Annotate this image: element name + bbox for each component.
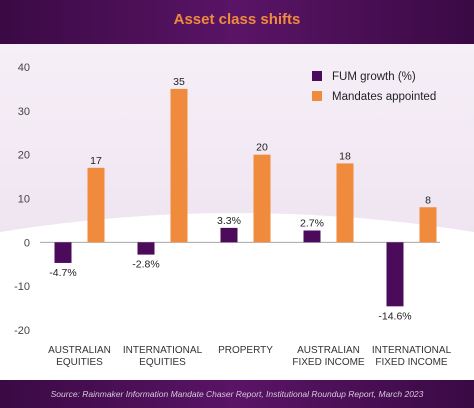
legend-entry: FUM growth (%) (332, 71, 416, 83)
x-category-label: FIXED INCOME (292, 357, 365, 368)
x-category-label: EQUITIES (56, 357, 103, 368)
source-note: Source: Rainmaker Information Mandate Ch… (50, 389, 424, 399)
mandates-bar (336, 163, 354, 243)
data-label: -4.7% (49, 267, 76, 279)
y-tick-label: 20 (18, 150, 30, 162)
chart-title: Asset class shifts (173, 11, 301, 28)
bar-chart: 403020100-10-20-4.7%17AUSTRALIANEQUITIES… (14, 62, 452, 368)
fum-growth-bar (386, 242, 404, 307)
data-label: 3.3% (217, 215, 241, 227)
y-tick-label: 30 (18, 106, 30, 118)
data-label: 17 (90, 155, 102, 167)
fum-growth-bar (220, 227, 238, 243)
data-label: 2.7% (300, 217, 324, 229)
mandates-bar (87, 167, 105, 243)
x-category-label: PROPERTY (218, 345, 273, 356)
mandates-bar (253, 154, 271, 243)
y-tick-label: 0 (24, 237, 30, 249)
mandates-bar (170, 88, 188, 243)
y-tick-label: 40 (18, 62, 30, 74)
legend-swatch (312, 71, 322, 81)
plot-background (0, 44, 474, 380)
x-category-label: FIXED INCOME (375, 357, 448, 368)
x-category-label: INTERNATIONAL (372, 345, 452, 356)
mandates-bar (419, 207, 437, 243)
title-bar: Asset class shifts (0, 0, 474, 44)
data-label: 18 (339, 150, 351, 162)
legend-entry: Mandates appointed (332, 91, 436, 103)
data-label: 8 (425, 194, 431, 206)
data-label: -2.8% (132, 259, 159, 271)
x-category-label: AUSTRALIAN (48, 345, 111, 356)
footer-bar: Source: Rainmaker Information Mandate Ch… (0, 380, 474, 408)
y-tick-label: -20 (14, 325, 30, 337)
fum-growth-bar (137, 242, 155, 255)
data-label: -14.6% (378, 310, 411, 322)
y-tick-label: -10 (14, 281, 30, 293)
legend-swatch (312, 91, 322, 101)
x-category-label: INTERNATIONAL (123, 345, 203, 356)
data-label: 35 (173, 76, 185, 88)
y-tick-label: 10 (18, 194, 30, 206)
data-label: 20 (256, 142, 268, 154)
x-category-label: AUSTRALIAN (297, 345, 360, 356)
x-category-label: EQUITIES (139, 357, 186, 368)
fum-growth-bar (303, 230, 321, 243)
fum-growth-bar (54, 242, 72, 263)
